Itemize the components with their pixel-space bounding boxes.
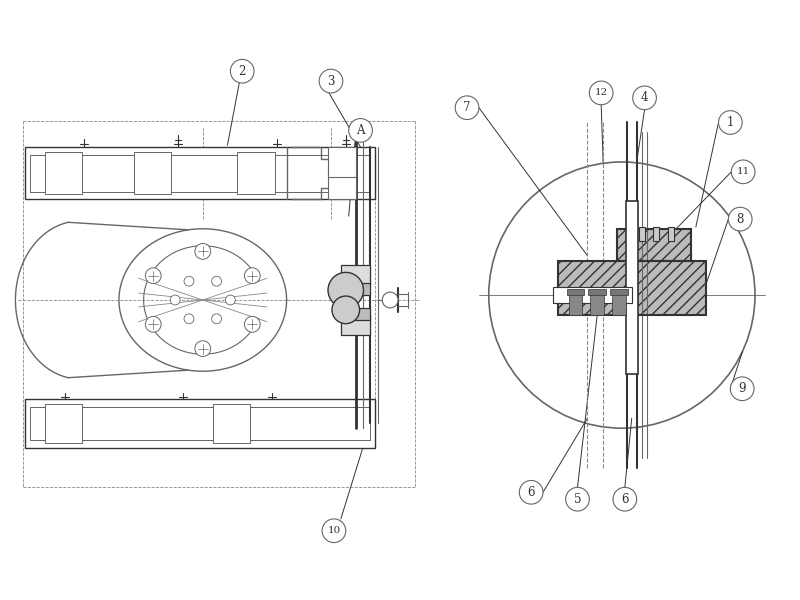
Bar <box>558 260 706 315</box>
Circle shape <box>718 110 742 134</box>
Bar <box>341 315 370 335</box>
Text: 6: 6 <box>621 493 629 506</box>
Circle shape <box>212 314 222 324</box>
Bar <box>341 265 370 285</box>
Circle shape <box>519 481 543 504</box>
Circle shape <box>245 316 260 332</box>
Text: 12: 12 <box>594 88 608 97</box>
Text: 2: 2 <box>238 65 246 78</box>
Circle shape <box>319 69 343 93</box>
Circle shape <box>328 272 363 308</box>
Circle shape <box>230 59 254 83</box>
Circle shape <box>195 244 210 259</box>
Bar <box>328 170 356 199</box>
Bar <box>328 147 356 177</box>
Circle shape <box>226 295 235 305</box>
Bar <box>26 398 375 448</box>
Text: 5: 5 <box>574 493 582 506</box>
Circle shape <box>349 119 372 142</box>
Circle shape <box>613 487 637 511</box>
Bar <box>341 308 370 320</box>
Text: 3: 3 <box>327 74 334 88</box>
Circle shape <box>731 160 755 184</box>
Circle shape <box>212 276 222 286</box>
Text: 10: 10 <box>327 526 341 535</box>
Circle shape <box>245 268 260 284</box>
Bar <box>213 404 250 443</box>
Bar <box>590 290 604 315</box>
Bar <box>553 287 632 303</box>
Text: 9: 9 <box>738 382 746 395</box>
Circle shape <box>322 519 346 542</box>
Text: 4: 4 <box>641 91 648 104</box>
Circle shape <box>170 295 180 305</box>
Text: A: A <box>356 124 365 137</box>
Bar <box>341 283 370 295</box>
Circle shape <box>146 268 161 284</box>
Bar <box>30 407 370 440</box>
Bar <box>612 290 626 315</box>
Bar <box>617 229 691 260</box>
Bar <box>558 260 706 315</box>
Bar <box>26 147 375 199</box>
Bar <box>668 227 674 241</box>
Bar <box>45 152 82 194</box>
Bar <box>588 289 606 295</box>
Circle shape <box>184 314 194 324</box>
Circle shape <box>184 276 194 286</box>
Circle shape <box>566 487 590 511</box>
Text: 11: 11 <box>737 167 750 176</box>
Text: 6: 6 <box>527 486 535 499</box>
Circle shape <box>195 341 210 356</box>
Bar <box>654 227 659 241</box>
Bar <box>30 155 370 191</box>
Bar <box>638 227 645 241</box>
Circle shape <box>590 81 613 105</box>
Circle shape <box>146 316 161 332</box>
Circle shape <box>382 292 398 308</box>
Bar <box>626 202 638 374</box>
Text: 7: 7 <box>463 101 471 114</box>
Circle shape <box>455 96 479 119</box>
Bar <box>610 289 628 295</box>
Text: 8: 8 <box>737 212 744 226</box>
Bar <box>617 229 691 260</box>
Bar <box>45 404 82 443</box>
Text: 1: 1 <box>726 116 734 129</box>
Circle shape <box>633 86 656 110</box>
Circle shape <box>730 377 754 401</box>
Circle shape <box>489 162 755 428</box>
Bar <box>566 289 585 295</box>
Circle shape <box>332 296 359 323</box>
Bar <box>238 152 274 194</box>
Circle shape <box>728 208 752 231</box>
Bar <box>134 152 171 194</box>
Bar <box>569 290 582 315</box>
